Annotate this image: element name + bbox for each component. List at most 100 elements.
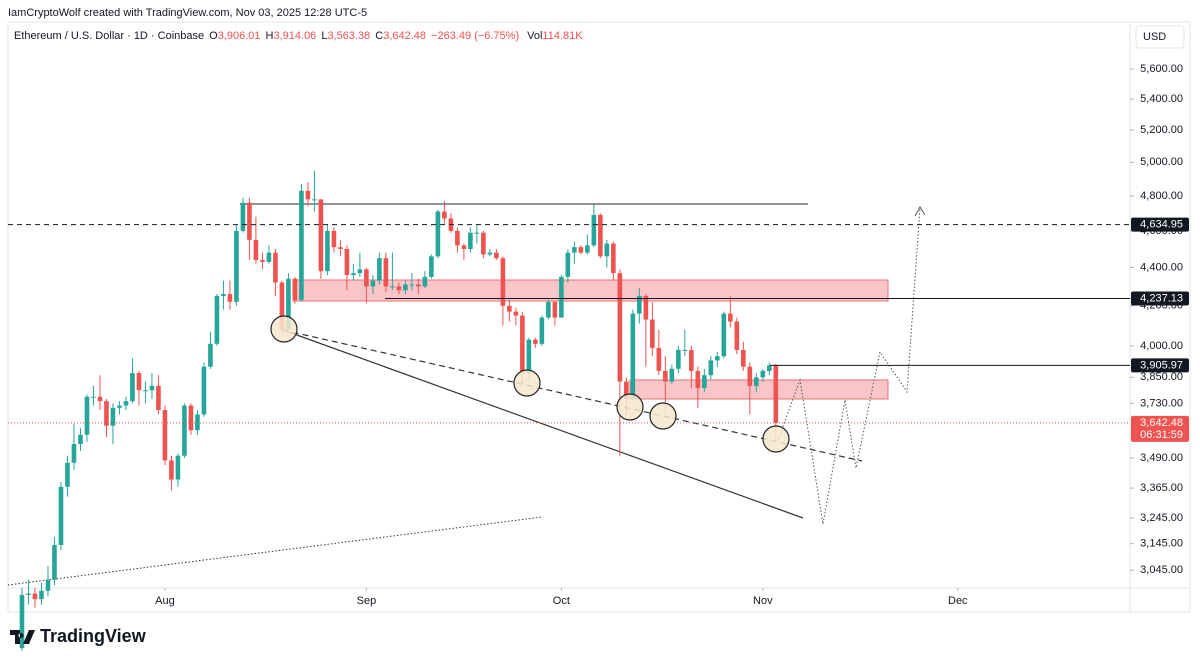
candle-body bbox=[559, 276, 564, 318]
candle-body bbox=[585, 245, 590, 253]
candle-body bbox=[442, 211, 447, 219]
y-tick-label: 3,245.00 bbox=[1140, 512, 1183, 524]
brand: TradingView bbox=[40, 626, 147, 646]
y-tick-label: 5,000.00 bbox=[1140, 156, 1183, 168]
candle-body bbox=[500, 258, 506, 306]
y-tick-label: 3,850.00 bbox=[1140, 371, 1183, 383]
candle-body bbox=[591, 214, 597, 246]
y-tick-label: 3,730.00 bbox=[1140, 397, 1183, 409]
price-label-bg bbox=[1131, 217, 1189, 232]
candle-body bbox=[507, 305, 512, 312]
legend-key: C bbox=[375, 30, 383, 42]
axes: 3,045.00 3,145.00 3,245.00 3,365.00 3,490.00… bbox=[155, 63, 1189, 607]
legend-change: −263.49 (−6.75%) bbox=[431, 30, 519, 42]
markers bbox=[270, 315, 790, 453]
candle-body bbox=[403, 284, 408, 291]
candle-body bbox=[240, 202, 246, 231]
candle-body bbox=[201, 366, 207, 415]
candle-body bbox=[630, 313, 636, 399]
candle-body bbox=[604, 243, 610, 257]
candle-body bbox=[344, 248, 350, 275]
candle-body bbox=[188, 405, 194, 431]
candle-body bbox=[318, 199, 324, 272]
candle-body bbox=[32, 593, 38, 600]
footer-logo: TradingView bbox=[10, 626, 147, 646]
candle-body bbox=[429, 256, 434, 277]
logo-icon bbox=[10, 630, 35, 644]
y-tick-label: 5,600.00 bbox=[1140, 63, 1183, 75]
marker-circle bbox=[616, 393, 644, 421]
candle-body bbox=[331, 230, 337, 248]
candle-body bbox=[422, 276, 428, 287]
candle-body bbox=[299, 190, 304, 300]
candle-body bbox=[416, 284, 421, 287]
candle-body bbox=[45, 579, 51, 591]
candle-body bbox=[208, 343, 213, 367]
candle-body bbox=[117, 405, 122, 408]
candle-body bbox=[266, 252, 272, 262]
y-tick-label: 3,365.00 bbox=[1140, 482, 1183, 494]
candle-body bbox=[715, 356, 720, 361]
candle-body bbox=[669, 368, 675, 382]
legend-key: O bbox=[209, 30, 218, 42]
legend-value: 3,563.38 bbox=[327, 30, 370, 42]
candle-body bbox=[455, 230, 460, 246]
last-price-label: 3,642.48 bbox=[1140, 417, 1183, 429]
candle-body bbox=[253, 239, 259, 261]
legend-value: 3,906.01 bbox=[218, 30, 261, 42]
candle-body bbox=[578, 247, 584, 253]
candle-body bbox=[65, 462, 70, 487]
candle-body bbox=[708, 360, 714, 376]
y-tick-label: 5,200.00 bbox=[1140, 124, 1183, 136]
candle-body bbox=[721, 313, 727, 357]
candle-body bbox=[695, 370, 701, 389]
candle-body bbox=[461, 245, 467, 249]
y-tick-label: 4,000.00 bbox=[1140, 340, 1183, 352]
candle-body bbox=[227, 294, 233, 302]
candle-body bbox=[767, 365, 772, 371]
candle-body bbox=[435, 211, 441, 257]
candle-body bbox=[760, 370, 766, 378]
candle-body bbox=[136, 373, 142, 391]
candle-body bbox=[643, 295, 649, 320]
legend-key: Vol bbox=[527, 30, 542, 42]
legend-key: L bbox=[321, 30, 327, 42]
candle-body bbox=[383, 258, 389, 287]
candle-body bbox=[520, 315, 525, 374]
candle-body bbox=[110, 407, 116, 426]
candle-body bbox=[734, 321, 740, 350]
candle-body bbox=[539, 317, 545, 344]
candle-body bbox=[481, 232, 486, 255]
candle-body bbox=[637, 295, 642, 314]
candle-body bbox=[617, 273, 623, 382]
candle-body bbox=[39, 590, 44, 600]
y-tick-label: 3,045.00 bbox=[1140, 564, 1183, 576]
y-tick-label: 5,400.00 bbox=[1140, 93, 1183, 105]
candle-body bbox=[175, 455, 181, 480]
candle-body bbox=[149, 385, 155, 391]
candle-body bbox=[598, 214, 603, 257]
candle-body bbox=[91, 396, 96, 398]
candle-body bbox=[338, 247, 343, 249]
legend-key: H bbox=[266, 30, 274, 42]
candle-body bbox=[351, 273, 356, 275]
unit-box bbox=[1135, 25, 1185, 49]
candle-body bbox=[357, 269, 363, 274]
candle-body bbox=[104, 401, 109, 426]
candle-body bbox=[682, 349, 688, 351]
price-label: 3,905.97 bbox=[1140, 359, 1183, 371]
projection-path bbox=[777, 207, 921, 525]
candle-body bbox=[214, 295, 220, 344]
candle-body bbox=[754, 377, 759, 386]
trend-line bbox=[282, 329, 804, 519]
candle-body bbox=[221, 294, 226, 296]
zone bbox=[629, 379, 889, 400]
candle-body bbox=[292, 278, 298, 300]
candle-body bbox=[377, 258, 382, 281]
candle-body bbox=[533, 339, 538, 344]
y-tick-label: 4,800.00 bbox=[1140, 190, 1183, 202]
candle-body bbox=[773, 365, 779, 423]
projection-arrow bbox=[914, 206, 926, 217]
candle-body bbox=[390, 286, 395, 288]
candle-body bbox=[650, 319, 655, 348]
